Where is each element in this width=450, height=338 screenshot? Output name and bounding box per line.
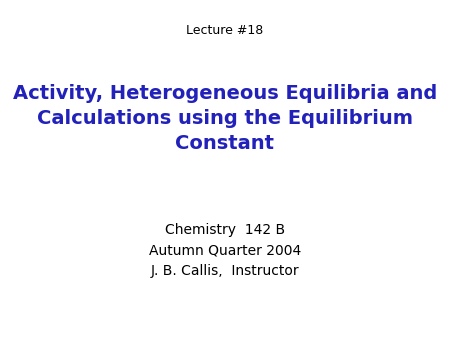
Text: Lecture #18: Lecture #18 xyxy=(186,24,264,37)
Text: Activity, Heterogeneous Equilibria and
Calculations using the Equilibrium
Consta: Activity, Heterogeneous Equilibria and C… xyxy=(13,84,437,153)
Text: Chemistry  142 B
Autumn Quarter 2004
J. B. Callis,  Instructor: Chemistry 142 B Autumn Quarter 2004 J. B… xyxy=(149,222,301,278)
